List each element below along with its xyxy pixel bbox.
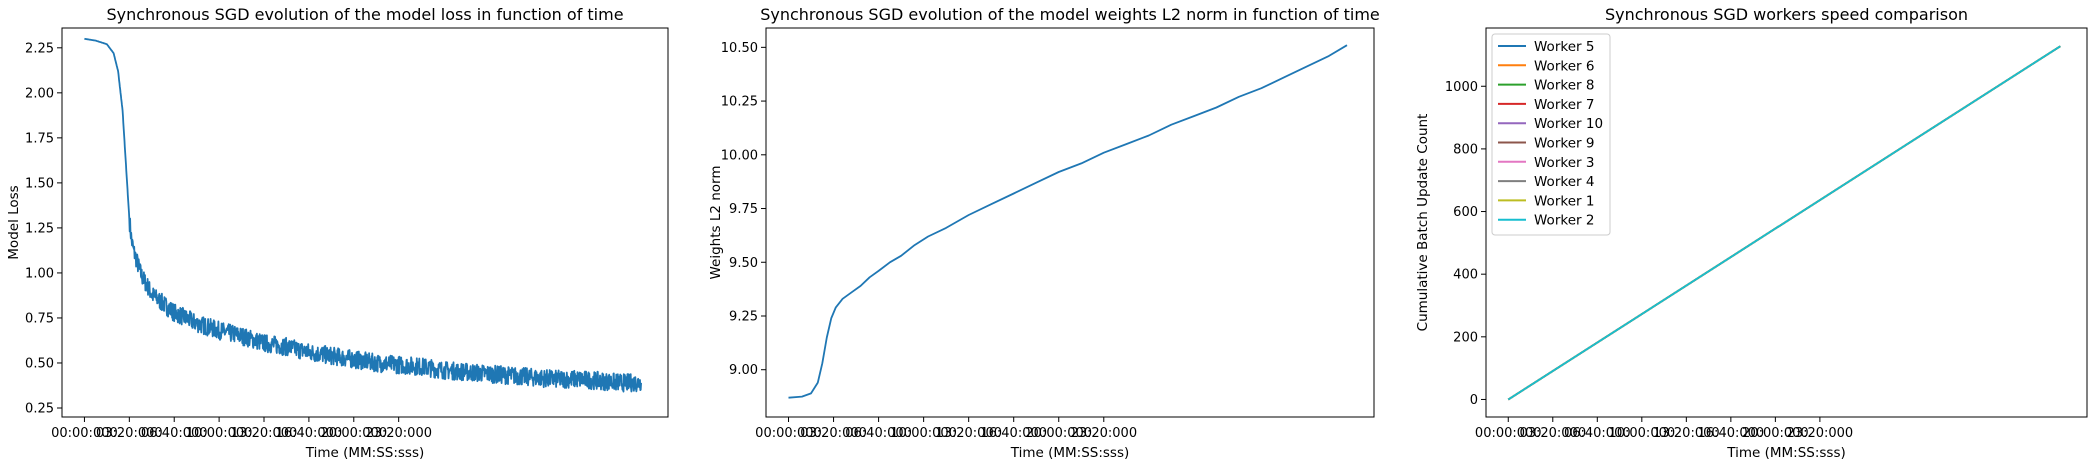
legend-entry: Worker 5: [1534, 39, 1594, 55]
y-axis-label: Weights L2 norm: [708, 165, 724, 279]
legend-entry: Worker 7: [1534, 97, 1594, 113]
legend-entry: Worker 4: [1534, 174, 1594, 190]
y-axis-label: Cumulative Batch Update Count: [1415, 114, 1431, 332]
x-tick-label: 13:20:000: [231, 426, 298, 441]
y-tick-label: 0.75: [25, 311, 54, 326]
x-tick-label: 16:40:000: [980, 426, 1047, 441]
y-tick-label: 9.50: [729, 256, 758, 271]
series-line-1: [788, 44, 1348, 399]
x-tick-label: 03:20:000: [96, 426, 163, 441]
y-tick-label: 800: [1453, 142, 1478, 157]
y-tick-label: 200: [1453, 330, 1478, 345]
y-tick-label: 0.50: [25, 356, 54, 371]
x-tick-label: 20:00:000: [320, 426, 387, 441]
y-tick-label: 10.25: [721, 95, 758, 110]
y-tick-label: 0: [1470, 393, 1478, 408]
legend-entry: Worker 10: [1534, 116, 1603, 132]
legend-entry: Worker 8: [1534, 78, 1594, 94]
x-axis-label: Time (MM:SS:sss): [305, 445, 425, 461]
plot-frame: [765, 27, 1375, 418]
y-tick-label: 600: [1453, 205, 1478, 220]
chart-2: Synchronous SGD evolution of the model w…: [708, 5, 1380, 461]
y-tick-label: 2.00: [25, 86, 54, 101]
x-tick-label: 23:20:000: [365, 426, 432, 441]
x-tick-label: 03:20:000: [1519, 426, 1586, 441]
y-tick-label: 2.25: [25, 41, 54, 56]
x-tick-label: 10:00:000: [1608, 426, 1675, 441]
x-tick-label: 16:40:000: [1698, 426, 1765, 441]
x-tick-label: 20:00:000: [1025, 426, 1092, 441]
x-tick-label: 06:40:000: [1564, 426, 1631, 441]
chart-title: Synchronous SGD evolution of the model w…: [760, 5, 1380, 24]
y-tick-label: 0.25: [25, 401, 54, 416]
x-tick-label: 06:40:000: [845, 426, 912, 441]
legend-entry: Worker 2: [1534, 213, 1594, 229]
y-tick-label: 9.00: [729, 363, 758, 378]
legend-entry: Worker 3: [1534, 155, 1594, 171]
x-axis-label: Time (MM:SS:sss): [1010, 445, 1130, 461]
y-tick-label: 10.00: [721, 148, 758, 163]
x-tick-label: 10:00:000: [186, 426, 253, 441]
legend: Worker 5 Worker 6 Worker 8 Worker 7 Worker 1…: [1491, 33, 1611, 236]
plot-frame: [61, 27, 669, 418]
x-axis-label: Time (MM:SS:sss): [1726, 445, 1846, 461]
x-tick-label: 20:00:000: [1742, 426, 1809, 441]
x-tick-label: 16:40:000: [276, 426, 343, 441]
series-line-1: [83, 37, 642, 393]
series-line-10: [1507, 45, 2061, 401]
y-tick-label: 9.25: [729, 309, 758, 324]
x-tick-label: 06:40:000: [141, 426, 208, 441]
x-tick-label: 23:20:000: [1070, 426, 1137, 441]
legend-entry: Worker 6: [1534, 58, 1594, 74]
y-tick-label: 10.50: [721, 41, 758, 56]
chart-1: Synchronous SGD evolution of the model l…: [6, 5, 669, 461]
plot-frame: [1485, 27, 2088, 418]
chart-3: Synchronous SGD workers speed comparison…: [1415, 5, 2088, 461]
legend-entry: Worker 9: [1534, 136, 1594, 152]
y-tick-label: 1.00: [25, 266, 54, 281]
y-axis-label: Model Loss: [6, 185, 22, 259]
x-tick-label: 00:00:000: [1475, 426, 1542, 441]
y-tick-label: 1.50: [25, 176, 54, 191]
y-tick-label: 1000: [1445, 80, 1478, 95]
y-tick-label: 1.75: [25, 131, 54, 146]
y-tick-label: 9.75: [729, 202, 758, 217]
x-tick-label: 23:20:000: [1787, 426, 1854, 441]
x-tick-label: 13:20:000: [935, 426, 1002, 441]
legend-entry: Worker 1: [1534, 193, 1594, 209]
chart-title: Synchronous SGD evolution of the model l…: [106, 5, 623, 24]
y-tick-label: 400: [1453, 268, 1478, 283]
x-tick-label: 13:20:000: [1653, 426, 1720, 441]
x-tick-label: 00:00:000: [755, 426, 822, 441]
x-tick-label: 00:00:000: [51, 426, 118, 441]
y-tick-label: 1.25: [25, 221, 54, 236]
x-tick-label: 03:20:000: [800, 426, 867, 441]
chart-title: Synchronous SGD workers speed comparison: [1605, 5, 1968, 24]
x-tick-label: 10:00:000: [890, 426, 957, 441]
